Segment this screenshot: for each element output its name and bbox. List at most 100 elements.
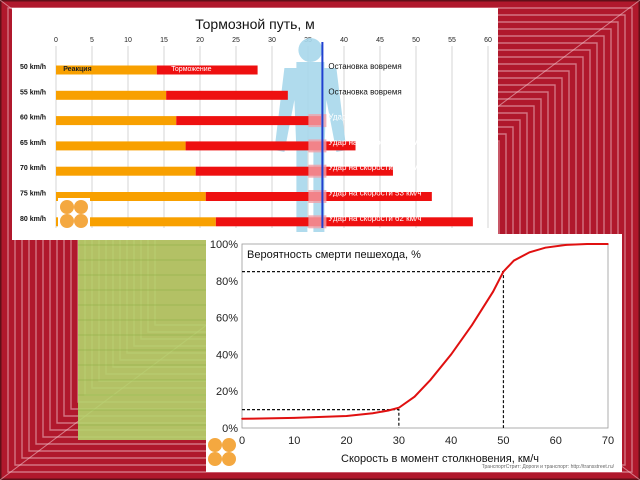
y-tick-label: 0% (222, 423, 238, 435)
curve-point (429, 379, 432, 381)
chart-title: Вероятность смерти пешехода, % (247, 249, 421, 261)
x-tick-label: 10 (288, 435, 300, 447)
curve-point (586, 243, 588, 245)
impact-marker (308, 164, 327, 178)
curve-point (241, 418, 243, 420)
x-tick-label: 30 (268, 37, 276, 44)
x-tick-label: 50 (497, 435, 509, 447)
x-tick-label: 20 (340, 435, 352, 447)
row-annotation: Удар на скорости 30 км/ч (328, 138, 421, 147)
flower-petal (208, 438, 222, 452)
flower-center (71, 211, 77, 217)
curve-point (502, 270, 505, 273)
bar-braking (176, 116, 321, 126)
x-tick-label: 60 (484, 37, 492, 44)
x-tick-label: 25 (232, 37, 240, 44)
reference-line (242, 409, 400, 428)
x-tick-label: 10 (124, 37, 132, 44)
probability-curve (241, 243, 608, 420)
y-tick-label: 80% (216, 276, 238, 288)
flower-center (219, 449, 225, 455)
impact-marker (308, 114, 327, 128)
x-tick-label: 70 (602, 435, 614, 447)
curve-point (565, 244, 567, 246)
x-tick-label: 45 (376, 37, 384, 44)
flower-petal (60, 200, 74, 214)
flower-petal (74, 214, 88, 228)
row-annotation: Удар на скорости 43 км/ч (328, 163, 421, 172)
figure-head (298, 38, 323, 62)
x-tick-label: 15 (160, 37, 168, 44)
bar-braking (215, 217, 473, 227)
flower-petal (222, 452, 236, 466)
legend-braking-label: Торможение (171, 66, 211, 73)
x-tick-label: 40 (445, 435, 457, 447)
curve-point (528, 251, 531, 254)
flower-petal (60, 214, 74, 228)
curve-point (371, 412, 374, 415)
impact-marker (308, 139, 327, 153)
flower-icon (206, 436, 238, 468)
x-tick-label: 55 (448, 37, 456, 44)
bar-reaction (56, 141, 186, 151)
x-axis-label: Скорость в момент столкновения, км/ч (341, 453, 539, 465)
curve-point (387, 409, 390, 412)
category-label: 80 km/h (20, 216, 46, 223)
x-tick-label: 30 (393, 435, 405, 447)
curve-point (492, 291, 494, 293)
curve-point (513, 259, 515, 262)
x-tick-label: 60 (550, 435, 562, 447)
curve-point (345, 415, 348, 417)
impact-marker (308, 215, 327, 229)
legend-reaction-label: Реакция (63, 66, 91, 73)
category-label: 75 km/h (20, 191, 46, 198)
row-annotation: Удар на скорости 53 км/ч (328, 189, 421, 198)
bar-braking (166, 90, 288, 100)
row-annotation: Удар на скорости 62 км/ч (328, 214, 421, 223)
bar-braking (156, 65, 258, 75)
y-tick-label: 40% (216, 349, 238, 361)
curve-point (544, 246, 547, 249)
curve-point (607, 243, 609, 245)
category-label: 65 km/h (20, 140, 46, 147)
x-tick-label: 0 (239, 435, 245, 447)
flower-petal (222, 438, 236, 452)
bar-reaction (56, 217, 216, 227)
y-tick-label: 20% (216, 386, 238, 398)
curve-point (413, 395, 416, 398)
flower-icon (58, 198, 90, 230)
chart-title: Тормозной путь, м (195, 16, 315, 32)
x-tick-label: 50 (412, 37, 420, 44)
footer-credit: ТранспортСтрит: Дороги и транспорт: http… (482, 464, 615, 470)
bar-reaction (56, 90, 167, 100)
bar-reaction (56, 192, 206, 201)
figure-neck (296, 62, 325, 68)
row-annotation: Остановка вовремя (328, 62, 401, 71)
bar-reaction (56, 65, 157, 75)
bar-braking (185, 141, 356, 151)
bar-braking (195, 166, 393, 176)
impact-marker (308, 190, 327, 203)
category-label: 50 km/h (20, 64, 46, 71)
curve-point (471, 324, 473, 326)
figure-left-leg (296, 150, 308, 232)
curve-point (398, 406, 400, 409)
bar-reaction (56, 116, 177, 126)
flower-petal (74, 200, 88, 214)
curve-point (293, 417, 296, 419)
row-annotation: Удар (328, 113, 347, 122)
y-tick-label: 100% (210, 239, 238, 251)
curve-point (450, 353, 452, 356)
x-tick-label: 40 (340, 37, 348, 44)
category-label: 55 km/h (20, 89, 46, 96)
x-tick-label: 5 (90, 37, 94, 44)
plot-area (241, 243, 609, 429)
category-label: 70 km/h (20, 165, 46, 172)
fatality-chart: 0% 20% 40% 60% 80% 100% 0 10 20 30 40 50 60 70 Вероятн… (206, 234, 622, 472)
bar-reaction (56, 166, 196, 176)
stopping-distance-chart: Тормозной путь, м05101520253035404550556… (12, 8, 498, 240)
flower-petal (208, 452, 222, 466)
row-annotation: Остановка вовремя (328, 87, 401, 96)
y-tick-label: 60% (216, 313, 238, 325)
